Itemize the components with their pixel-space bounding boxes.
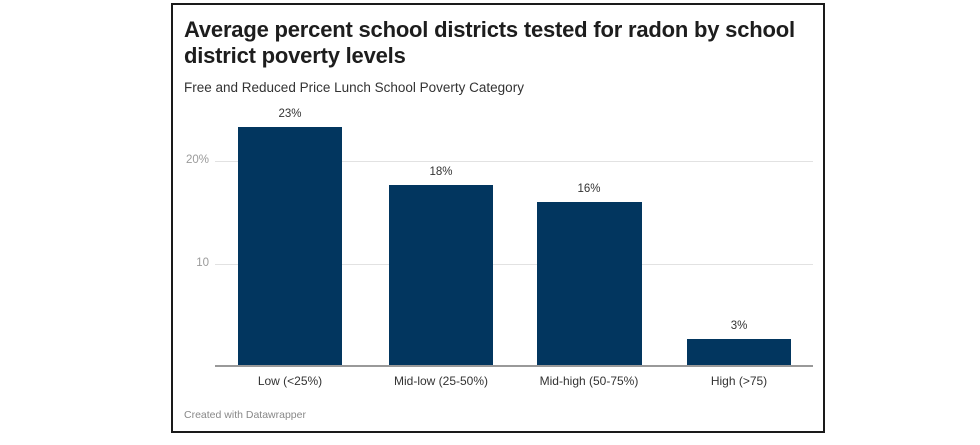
x-label-mid-high: Mid-high (50-75%) <box>539 374 639 388</box>
value-label-low: 23% <box>278 108 302 120</box>
ytick-10: 10 <box>196 257 209 269</box>
datawrapper-credit: Created with Datawrapper <box>184 409 306 421</box>
x-axis-baseline <box>215 365 813 367</box>
bar-mid-high <box>537 202 642 366</box>
x-label-high: High (>75) <box>710 374 768 388</box>
chart-title: Average percent school districts tested … <box>184 17 795 68</box>
bar-mid-low <box>389 185 493 366</box>
chart-subtitle: Free and Reduced Price Lunch School Pove… <box>184 80 524 95</box>
bar-low <box>238 127 342 366</box>
plot-area: 20% 10 23% 18% 16% 3% Low (<25%) Mid-low… <box>173 5 823 431</box>
x-label-mid-low: Mid-low (25-50%) <box>393 374 489 388</box>
value-label-mid-high: 16% <box>577 183 601 195</box>
x-label-low: Low (<25%) <box>257 374 323 388</box>
gridline-20 <box>215 161 813 162</box>
value-label-mid-low: 18% <box>429 166 453 178</box>
gridline-10 <box>215 264 813 265</box>
value-label-high: 3% <box>730 320 748 332</box>
chart-frame: Average percent school districts tested … <box>171 3 825 433</box>
bar-high <box>687 339 791 366</box>
ytick-20: 20% <box>185 154 209 166</box>
